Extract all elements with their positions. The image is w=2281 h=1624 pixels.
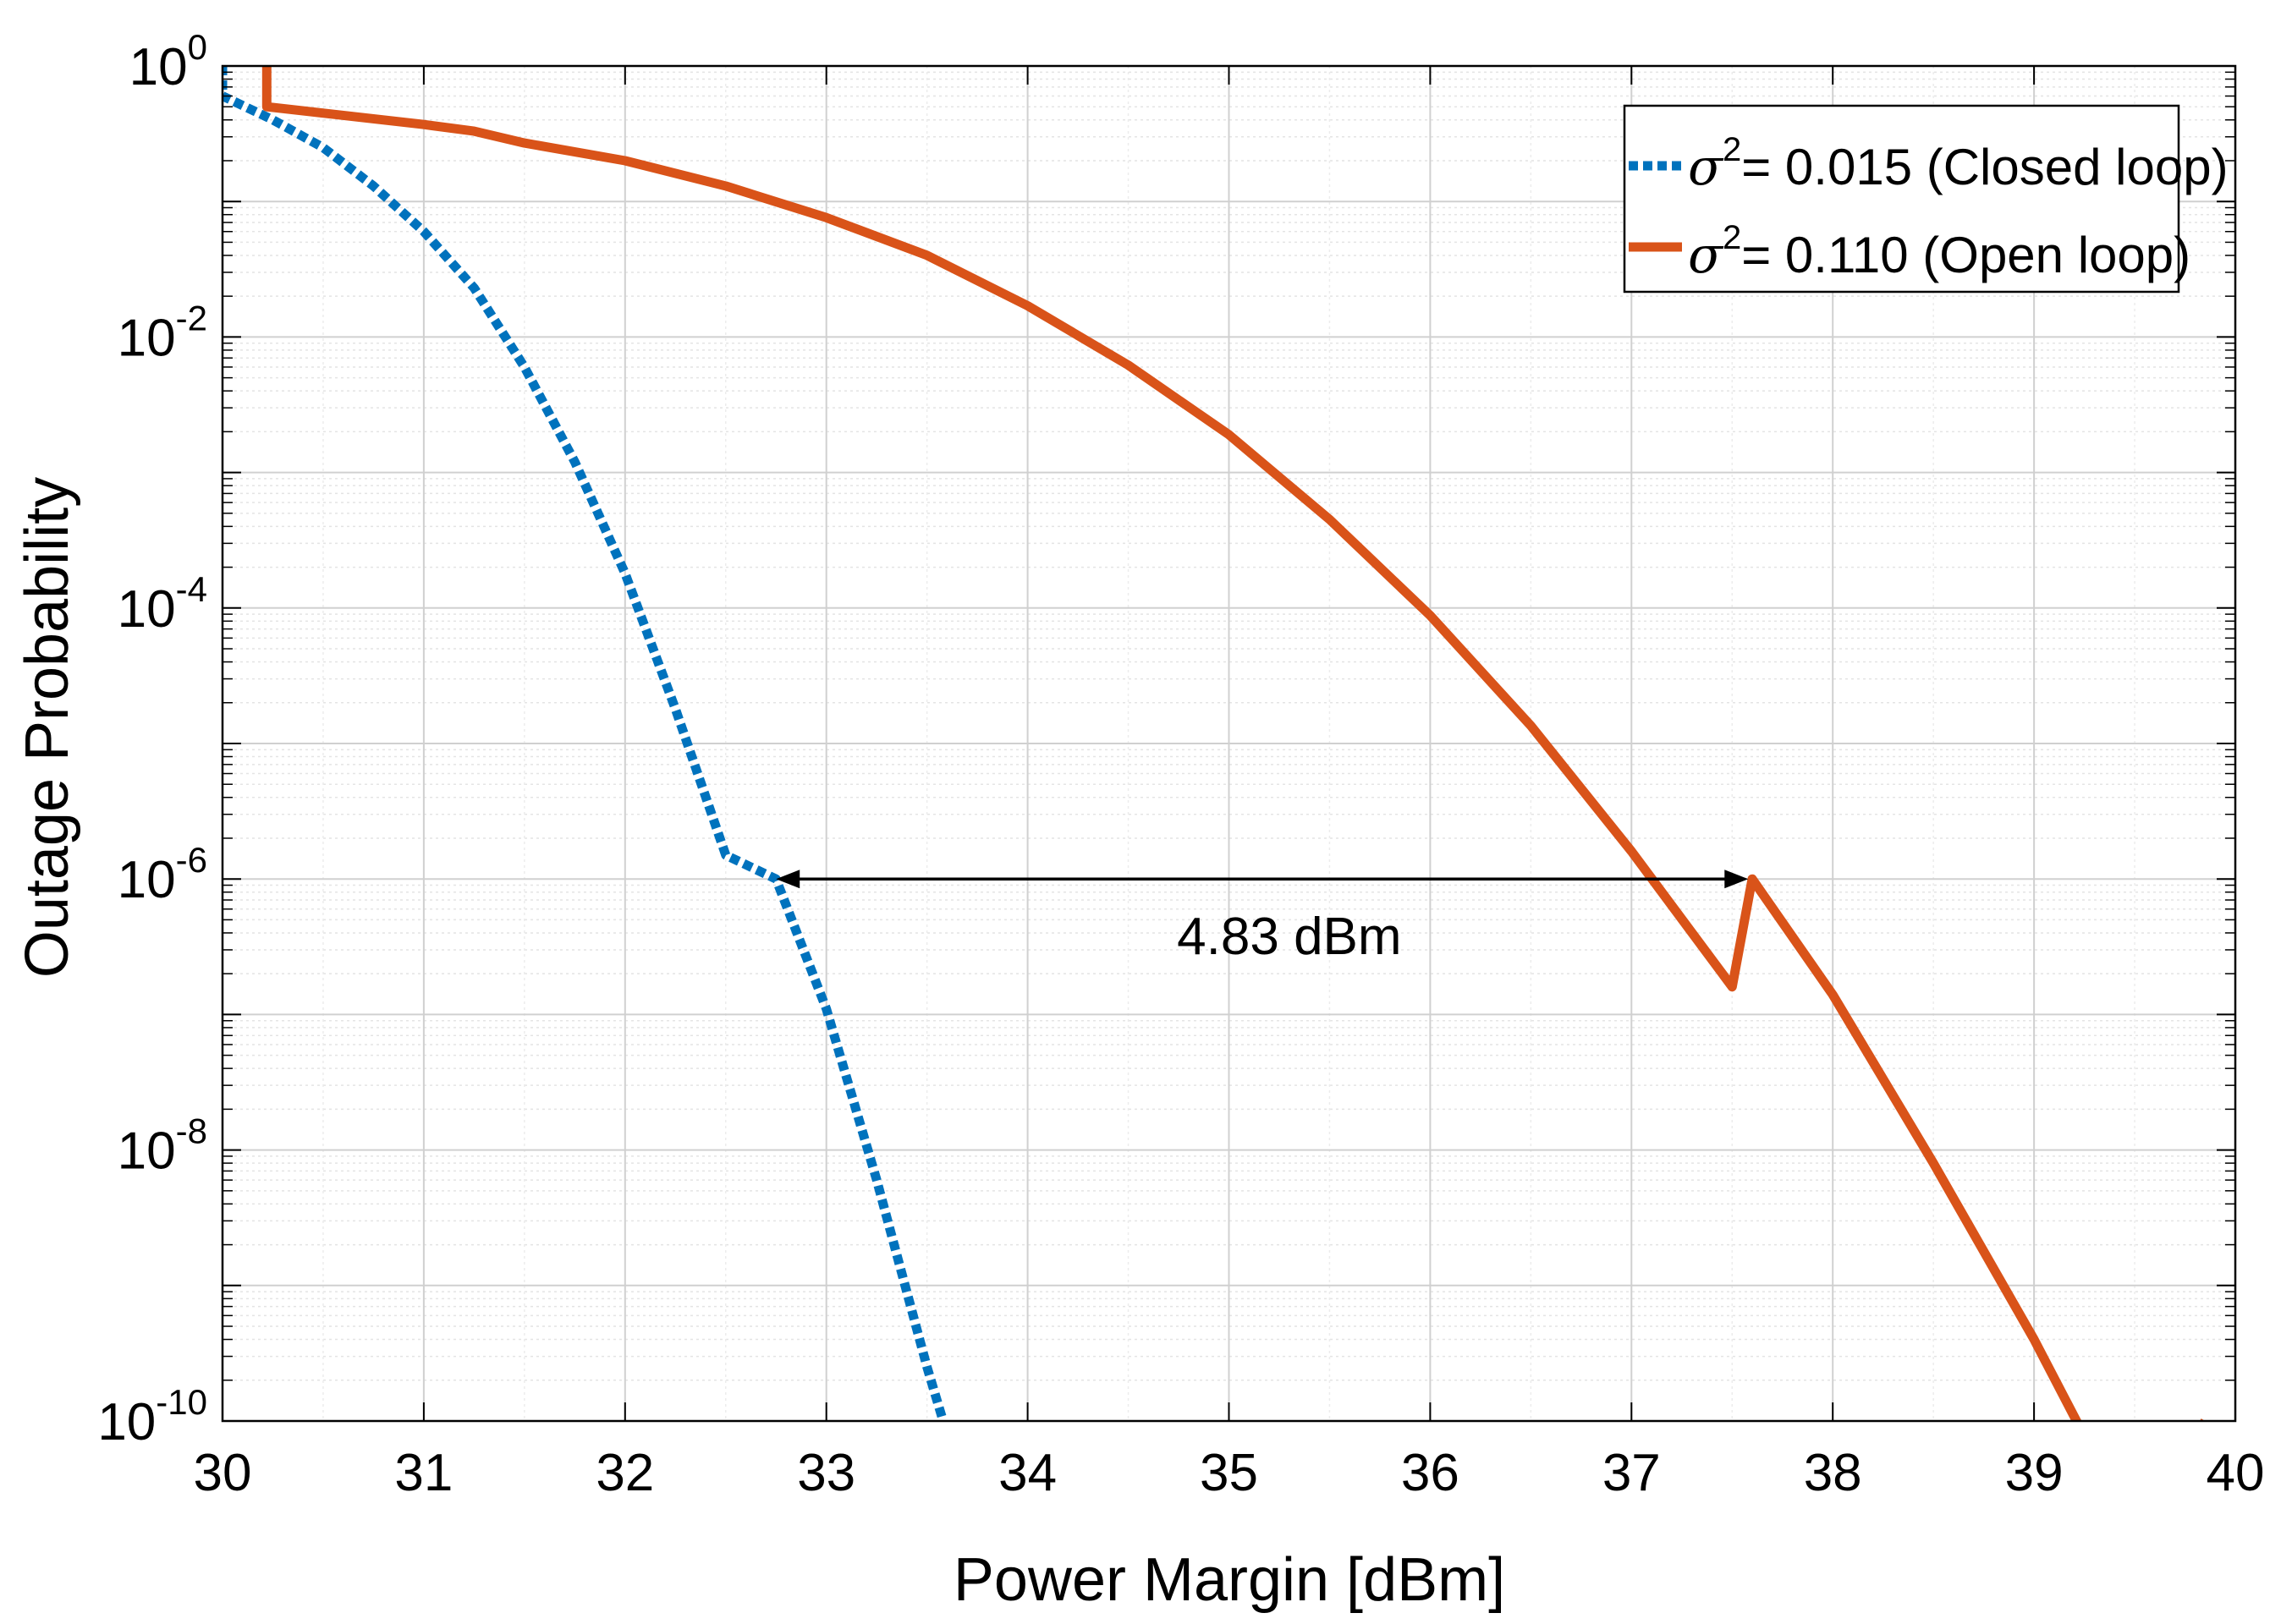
y-tick-base: 10 <box>118 1122 176 1181</box>
x-tick-label: 38 <box>1804 1444 1862 1502</box>
y-tick-label: 100 <box>129 27 207 96</box>
x-tick-label: 36 <box>1401 1444 1459 1502</box>
x-tick-label: 40 <box>2207 1444 2265 1502</box>
x-tick-label: 39 <box>2005 1444 2064 1502</box>
annotation-layer: 4.83 dBm <box>776 870 1749 966</box>
axes-layer <box>221 64 2237 1423</box>
legend-box <box>1623 104 2180 294</box>
y-tick-exponent: -4 <box>176 569 207 609</box>
y-tick-label: 10-4 <box>118 569 207 639</box>
legend-sigma-symbol: σ <box>1688 138 1724 197</box>
legend-superscript: 2 <box>1723 131 1741 168</box>
legend-text: = 0.015 (Closed loop) <box>1741 139 2228 195</box>
y-tick-exponent: 0 <box>188 27 207 67</box>
y-tick-label: 10-2 <box>118 298 207 367</box>
x-tick-label: 31 <box>394 1444 453 1502</box>
x-tick-label: 37 <box>1602 1444 1661 1502</box>
tick-labels: 30 31 32 33 34 35 36 37 38 39 4010-1010-810-610-41… <box>97 27 2264 1502</box>
y-tick-label: 10-10 <box>97 1382 207 1451</box>
annotation-arrowhead-left <box>776 870 800 889</box>
y-tick-exponent: -8 <box>176 1111 207 1151</box>
x-tick-label: 34 <box>998 1444 1057 1502</box>
y-tick-base: 10 <box>118 851 176 909</box>
series-layer <box>223 66 2206 1421</box>
legend-label-closed-loop: σ2= 0.015 (Closed loop) <box>1688 131 2229 197</box>
x-tick-label: 35 <box>1200 1444 1258 1502</box>
x-tick-label: 32 <box>596 1444 654 1502</box>
annotation-arrowhead-right <box>1724 870 1749 889</box>
y-tick-base: 10 <box>129 38 188 96</box>
y-tick-label: 10-8 <box>118 1111 207 1181</box>
legend: σ2= 0.015 (Closed loop) σ2= 0.110 (Open … <box>1623 104 2229 294</box>
legend-superscript: 2 <box>1723 219 1741 256</box>
y-tick-exponent: -6 <box>176 840 207 880</box>
legend-text: = 0.110 (Open loop) <box>1741 227 2190 283</box>
y-axis-title: Outage Probability <box>14 477 81 978</box>
series-closed-loop-line <box>223 66 948 1421</box>
x-tick-label: 30 <box>194 1444 252 1502</box>
legend-label-open-loop: σ2= 0.110 (Open loop) <box>1688 219 2190 285</box>
minor-grid <box>223 66 2235 1421</box>
y-tick-exponent: -2 <box>176 298 207 337</box>
y-tick-base: 10 <box>97 1393 156 1451</box>
x-tick-label: 33 <box>797 1444 855 1502</box>
y-tick-label: 10-6 <box>118 840 207 909</box>
series-open-loop-line <box>261 66 2206 1421</box>
y-tick-base: 10 <box>118 309 176 367</box>
axes-box <box>221 64 2237 1423</box>
legend-sigma-symbol: σ <box>1688 226 1724 285</box>
y-tick-base: 10 <box>118 580 176 639</box>
annotation-label: 4.83 dBm <box>1177 908 1401 966</box>
y-tick-exponent: -10 <box>156 1382 207 1422</box>
x-axis-title: Power Margin [dBm] <box>954 1546 1505 1614</box>
